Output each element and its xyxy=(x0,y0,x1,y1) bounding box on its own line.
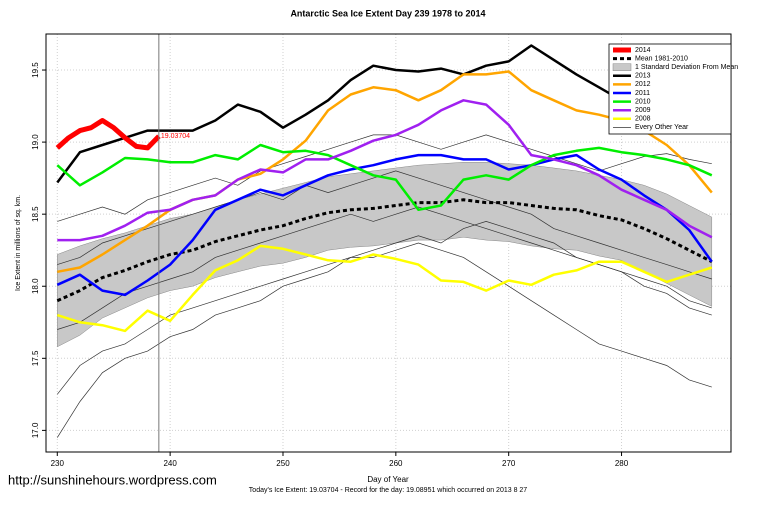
annotation: 19.03704 xyxy=(161,133,190,140)
series-line xyxy=(55,118,161,151)
other-year-line xyxy=(57,134,712,222)
y-tick-label: 19.5 xyxy=(31,62,40,78)
std-band xyxy=(57,162,713,348)
x-tick-label: 260 xyxy=(389,459,403,468)
series-line xyxy=(57,99,713,242)
y-tick-label: 19.0 xyxy=(31,134,40,150)
x-axis-label: Day of Year xyxy=(367,475,409,484)
legend-swatch xyxy=(612,63,632,71)
legend-label: 2010 xyxy=(635,98,651,105)
chart-title: Antarctic Sea Ice Extent Day 239 1978 to… xyxy=(290,8,485,18)
series-line xyxy=(56,198,713,303)
series-line xyxy=(56,143,713,212)
series-line xyxy=(56,44,713,184)
caption: Today's Ice Extent: 19.03704 - Record fo… xyxy=(249,487,528,494)
y-tick-label: 18.0 xyxy=(31,278,40,294)
plot-frame xyxy=(45,33,732,453)
x-tick-label: 240 xyxy=(163,459,177,468)
series-line xyxy=(56,153,713,297)
legend-label: 2012 xyxy=(635,81,651,88)
legend-label: 2009 xyxy=(635,107,651,114)
credit: http://sunshinehours.wordpress.com xyxy=(8,472,217,487)
series-line xyxy=(57,70,713,274)
x-tick-label: 270 xyxy=(502,459,516,468)
y-tick-label: 17.0 xyxy=(31,422,40,438)
legend-label: 2011 xyxy=(635,90,650,97)
legend-label: Mean 1981-2010 xyxy=(635,55,688,62)
legend-label: 1 Standard Deviation From Mean xyxy=(635,64,738,71)
y-tick-label: 18.5 xyxy=(31,206,40,222)
other-year-line xyxy=(57,170,712,280)
x-tick-label: 250 xyxy=(276,459,290,468)
series-line xyxy=(56,244,713,333)
legend-label: Every Other Year xyxy=(635,124,689,131)
legend-label: 2013 xyxy=(635,73,651,80)
y-axis-label: Ice Extent in millions of sq. km. xyxy=(15,195,22,291)
legend-label: 2008 xyxy=(635,116,651,123)
other-year-line xyxy=(57,242,712,395)
x-tick-label: 280 xyxy=(615,459,629,468)
legend-label: 2014 xyxy=(635,47,651,54)
other-year-line xyxy=(57,206,712,330)
x-tick-label: 230 xyxy=(51,459,65,468)
y-tick-label: 17.5 xyxy=(31,350,40,366)
